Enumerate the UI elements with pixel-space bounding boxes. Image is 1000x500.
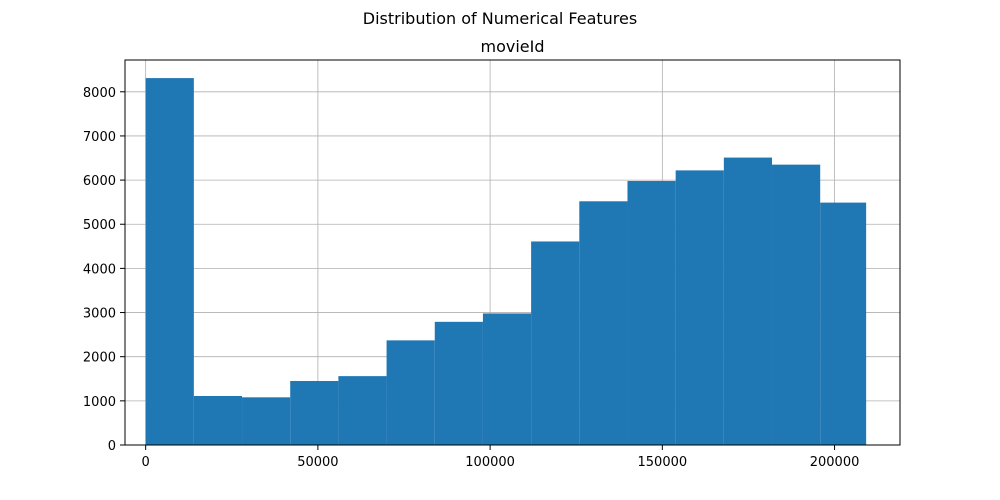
histogram-bar-10 [627,180,676,445]
histogram-bar-9 [579,201,628,445]
histogram-bar-3 [290,380,339,445]
histogram-bar-0 [145,78,194,446]
histogram-bar-11 [675,170,724,446]
histogram-bar-7 [482,313,532,445]
x-axis-ticks: 0 50000 100000 150000 200000 [142,445,860,470]
y-tick-label-8: 8000 [83,86,116,101]
histogram-bar-4 [338,376,387,445]
x-tick-label-4: 200000 [810,455,860,470]
y-tick-label-7: 7000 [83,130,116,145]
figure-suptitle: Distribution of Numerical Features [363,9,637,28]
histogram-bar-2 [242,397,291,445]
histogram-bar-6 [434,321,483,445]
x-tick-label-1: 50000 [297,455,338,470]
histogram-bar-8 [531,241,580,445]
histogram-bar-14 [820,202,867,445]
axes-title: movieId [480,37,544,56]
x-tick-label-3: 150000 [638,455,688,470]
y-tick-label-0: 0 [108,439,116,454]
y-axis-ticks: 0 1000 2000 3000 4000 5000 6000 7000 8000 [83,86,125,454]
y-tick-label-2: 2000 [83,351,116,366]
histogram-bar-12 [723,157,773,446]
x-tick-label-2: 100000 [465,455,515,470]
histogram-bars [145,78,867,446]
histogram-bar-13 [772,164,821,445]
y-tick-label-5: 5000 [83,218,116,233]
y-tick-label-1: 1000 [83,395,116,410]
axes-frame [124,59,901,446]
y-tick-label-6: 6000 [83,174,116,189]
histogram-bar-1 [193,395,243,445]
histogram-bar-5 [386,340,435,445]
x-tick-label-0: 0 [142,455,150,470]
y-tick-label-3: 3000 [83,307,116,322]
y-tick-label-4: 4000 [83,262,116,277]
